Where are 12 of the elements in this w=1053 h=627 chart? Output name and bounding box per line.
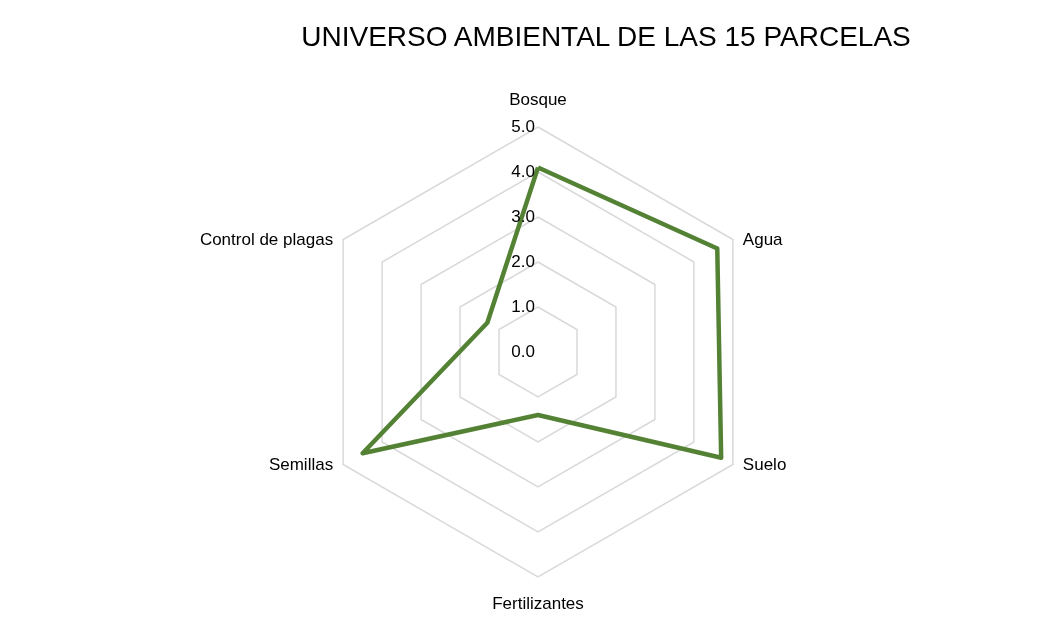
y-tick-label: 2.0 (511, 252, 535, 271)
spoke-label: Fertilizantes (492, 594, 584, 613)
spoke-label: Suelo (742, 454, 787, 474)
spoke-label: Agua (742, 229, 784, 249)
y-tick-label: 1.0 (511, 297, 535, 316)
spoke-label: Control de plagas (199, 229, 334, 249)
y-tick-label: 0.0 (511, 342, 535, 361)
chart-title: UNIVERSO AMBIENTAL DE LAS 15 PARCELAS (301, 21, 911, 52)
y-tick-label: 4.0 (511, 162, 535, 181)
y-tick-label: 5.0 (511, 117, 535, 136)
spoke-label: Semillas (268, 454, 334, 474)
spoke-label: Bosque (509, 90, 567, 109)
